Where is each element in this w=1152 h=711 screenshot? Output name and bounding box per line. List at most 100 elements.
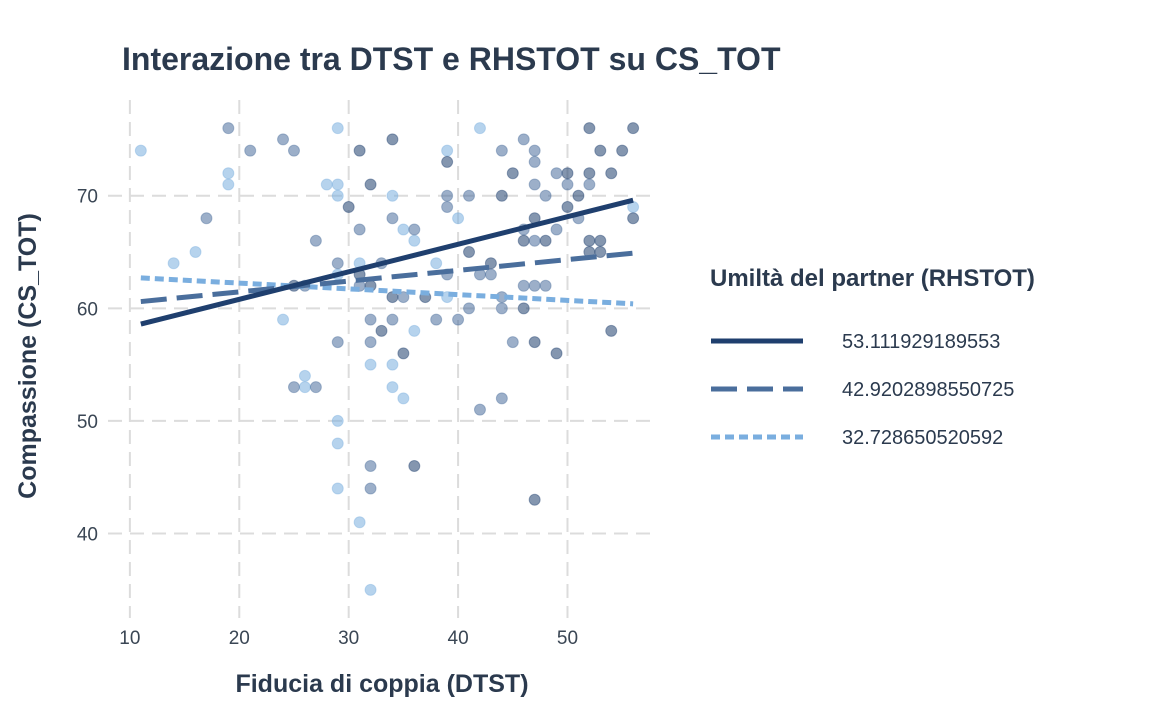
x-tick-label: 50: [557, 628, 578, 649]
data-point: [364, 336, 377, 349]
data-point: [364, 459, 377, 472]
data-point: [342, 200, 355, 213]
data-point: [397, 347, 410, 360]
data-point: [616, 144, 629, 157]
data-point: [331, 178, 344, 191]
fit-line: [140, 197, 634, 327]
data-point: [550, 223, 563, 236]
data-point: [408, 459, 421, 472]
grid: [108, 100, 655, 618]
data-point: [463, 302, 476, 315]
data-point: [331, 257, 344, 270]
data-point: [495, 302, 508, 315]
data-point: [167, 257, 180, 270]
data-point: [331, 336, 344, 349]
data-point: [320, 178, 333, 191]
data-point: [528, 144, 541, 157]
data-point: [244, 144, 257, 157]
data-point: [364, 482, 377, 495]
data-point: [364, 178, 377, 191]
data-point: [452, 313, 465, 326]
data-point: [134, 144, 147, 157]
data-point: [517, 133, 530, 146]
data-point: [277, 133, 290, 146]
data-point: [605, 167, 618, 180]
x-tick-label: 10: [119, 628, 140, 649]
data-point: [331, 414, 344, 427]
data-point: [408, 223, 421, 236]
data-point: [287, 381, 300, 394]
data-point: [583, 178, 596, 191]
fit-line: [140, 275, 634, 307]
data-point: [627, 212, 640, 225]
x-tick-label: 20: [229, 628, 250, 649]
legend: Umiltà del partner (RHSTOT) 53.111929189…: [710, 265, 1035, 449]
data-point: [539, 189, 552, 202]
data-point: [222, 122, 235, 135]
legend-label: 32.728650520592: [842, 427, 1003, 449]
data-point: [222, 178, 235, 191]
data-point: [594, 144, 607, 157]
data-point: [298, 381, 311, 394]
data-point: [506, 336, 519, 349]
chart-title: Interazione tra DTST e RHSTOT su CS_TOT: [122, 41, 781, 77]
data-point: [386, 291, 399, 304]
data-point: [287, 144, 300, 157]
data-point: [517, 279, 530, 292]
data-point: [441, 189, 454, 202]
x-axis-title: Fiducia di coppia (DTST): [235, 670, 528, 698]
data-point: [528, 155, 541, 168]
data-point: [386, 358, 399, 371]
data-point: [222, 167, 235, 180]
legend-label: 42.9202898550725: [842, 379, 1014, 401]
data-point: [528, 279, 541, 292]
data-point: [463, 189, 476, 202]
fit-line: [140, 250, 634, 305]
data-point: [572, 189, 585, 202]
data-point: [463, 246, 476, 259]
y-tick-label: 40: [77, 525, 98, 546]
data-points: [134, 122, 640, 596]
data-point: [528, 178, 541, 191]
data-point: [331, 122, 344, 135]
data-point: [550, 167, 563, 180]
data-point: [309, 234, 322, 247]
data-point: [375, 324, 388, 337]
fit-lines: [140, 197, 634, 327]
data-point: [473, 403, 486, 416]
data-point: [561, 200, 574, 213]
data-point: [364, 313, 377, 326]
legend-title: Umiltà del partner (RHSTOT): [710, 265, 1035, 292]
y-tick-label: 70: [77, 187, 98, 208]
y-tick-label: 60: [77, 299, 98, 320]
data-point: [430, 313, 443, 326]
data-point: [277, 313, 290, 326]
data-point: [550, 347, 563, 360]
data-point: [517, 302, 530, 315]
data-point: [353, 223, 366, 236]
data-point: [298, 369, 311, 382]
data-point: [495, 144, 508, 157]
data-point: [353, 516, 366, 529]
data-point: [539, 234, 552, 247]
y-axis-title: Compassione (CS_TOT): [14, 213, 42, 499]
data-point: [430, 257, 443, 270]
data-point: [386, 189, 399, 202]
y-tick-label: 50: [77, 412, 98, 433]
tick-labels: 10 20 30 40 50 40 50 60 70: [77, 187, 578, 649]
data-point: [397, 223, 410, 236]
data-point: [452, 212, 465, 225]
data-point: [605, 324, 618, 337]
data-point: [583, 167, 596, 180]
data-point: [331, 437, 344, 450]
data-point: [561, 178, 574, 191]
data-point: [364, 583, 377, 596]
data-point: [539, 279, 552, 292]
data-point: [200, 212, 213, 225]
data-point: [353, 144, 366, 157]
data-point: [386, 212, 399, 225]
data-point: [309, 381, 322, 394]
data-point: [441, 144, 454, 157]
data-point: [583, 234, 596, 247]
